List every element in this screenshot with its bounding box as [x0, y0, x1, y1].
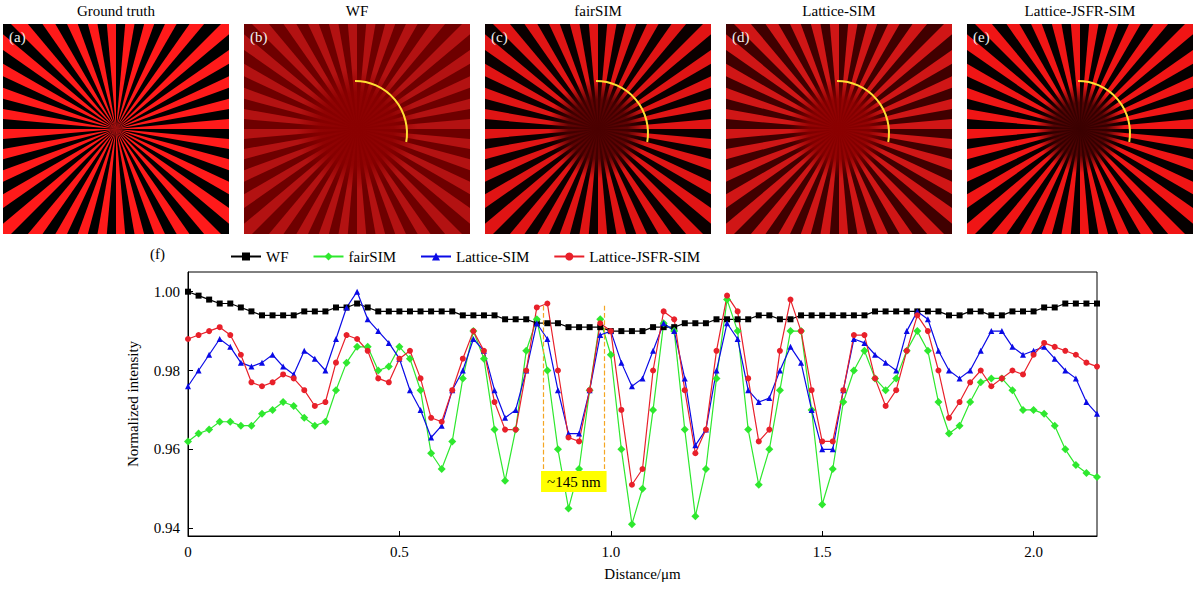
- svg-text:(a): (a): [9, 29, 26, 46]
- svg-text:Lattice-JSFR-SIM: Lattice-JSFR-SIM: [589, 249, 700, 265]
- svg-text:0.98: 0.98: [154, 363, 180, 379]
- svg-text:WF: WF: [266, 249, 289, 265]
- svg-text:1.00: 1.00: [154, 284, 180, 300]
- svg-text:2.0: 2.0: [1024, 544, 1043, 560]
- svg-text:Lattice-SIM: Lattice-SIM: [456, 249, 529, 265]
- svg-text:Distance/μm: Distance/μm: [604, 566, 681, 582]
- svg-text:(c): (c): [491, 29, 508, 46]
- svg-text:0.5: 0.5: [390, 544, 409, 560]
- html-text:WF: WF: [345, 3, 369, 19]
- html-text:fairSIM: fairSIM: [574, 3, 622, 19]
- svg-text:0.94: 0.94: [154, 520, 181, 536]
- svg-text:1.5: 1.5: [813, 544, 832, 560]
- svg-text:(b): (b): [250, 29, 268, 46]
- html-text:Ground truth: Ground truth: [77, 3, 155, 19]
- svg-text:0.96: 0.96: [154, 441, 181, 457]
- svg-text:~145 nm: ~145 nm: [547, 474, 601, 490]
- svg-text:fairSIM: fairSIM: [349, 249, 397, 265]
- html-text:Lattice-JSFR-SIM: Lattice-JSFR-SIM: [1024, 3, 1136, 19]
- svg-text:(f): (f): [150, 246, 165, 263]
- svg-text:Normalized intensity: Normalized intensity: [125, 340, 141, 467]
- svg-text:(d): (d): [732, 29, 750, 46]
- svg-text:1.0: 1.0: [601, 544, 620, 560]
- svg-text:(e): (e): [973, 29, 990, 46]
- svg-text:0: 0: [184, 544, 192, 560]
- html-text:Lattice-SIM: Lattice-SIM: [802, 3, 876, 19]
